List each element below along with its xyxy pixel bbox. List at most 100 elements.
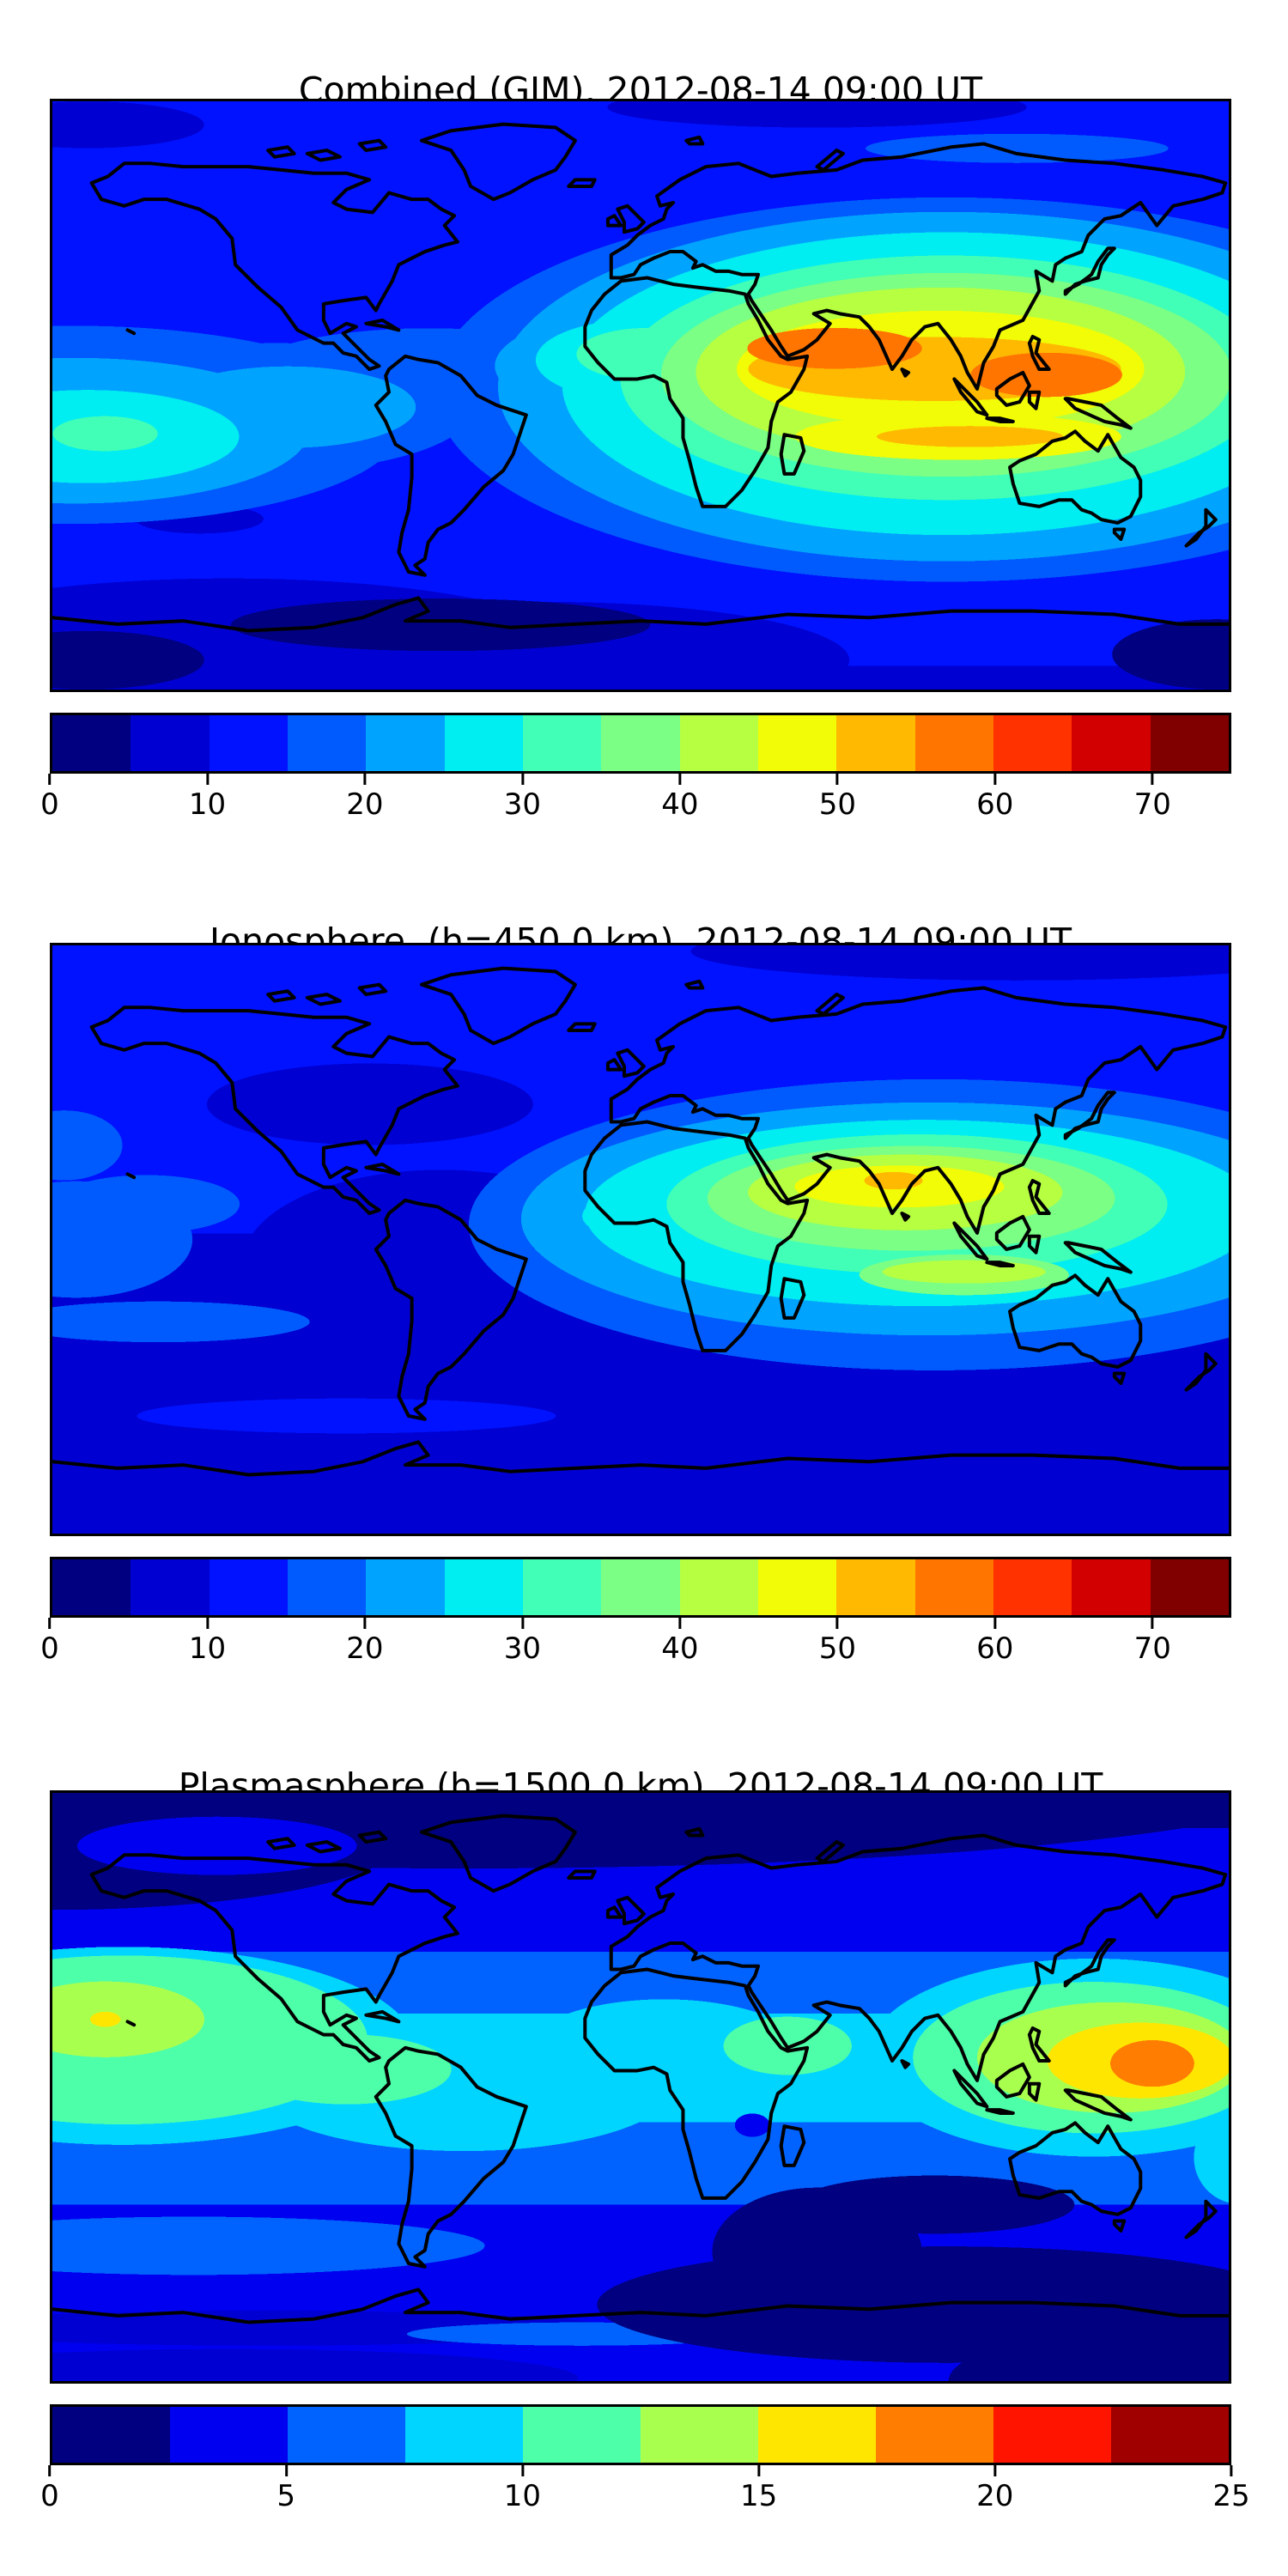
colorbar-tick: 20 <box>346 1618 384 1666</box>
colorbar-tick: 60 <box>976 774 1013 820</box>
tick-mark <box>757 2465 761 2476</box>
tick-mark <box>1151 774 1154 785</box>
colorbar-tick: 5 <box>276 2465 295 2512</box>
tick-mark <box>48 774 52 785</box>
colorbar-segment <box>444 1559 523 1615</box>
colorbar-tick: 15 <box>740 2465 777 2512</box>
coastlines-overlay <box>52 1793 1229 2381</box>
tick-mark <box>993 1618 997 1629</box>
tick-mark <box>520 774 524 785</box>
colorbar-segment <box>993 2407 1111 2463</box>
colorbar-segment <box>601 1559 680 1615</box>
colorbar-segment <box>836 1559 915 1615</box>
colorbar-segment <box>993 1559 1072 1615</box>
colorbar-tick: 10 <box>504 2465 541 2512</box>
tick-mark <box>993 2465 997 2476</box>
colorbar-segment <box>876 2407 993 2463</box>
tick-label: 30 <box>503 787 542 822</box>
map-ionosphere <box>50 943 1231 1536</box>
tick-label: 40 <box>661 1631 699 1666</box>
tick-label: 20 <box>976 2479 1014 2513</box>
tick-label: 10 <box>503 2479 542 2513</box>
tick-mark <box>993 774 997 785</box>
colorbar-tick: 0 <box>40 1618 59 1664</box>
colorbar-segment <box>444 715 523 771</box>
tick-label: 20 <box>346 1631 384 1666</box>
colorbar-segment <box>52 715 131 771</box>
colorbar-segment <box>52 1559 131 1615</box>
colorbar-segment <box>288 2407 405 2463</box>
colorbar-segment <box>287 715 367 771</box>
colorbar-segment <box>131 1559 210 1615</box>
colorbar-segment <box>287 1559 367 1615</box>
colorbar-tick: 40 <box>661 774 698 820</box>
colorbar-segment <box>679 715 758 771</box>
colorbar-ticks-combined: 0 10 20 30 40 50 60 70 <box>40 774 1231 834</box>
colorbar-segment <box>757 715 837 771</box>
colorbar-segment <box>1111 2407 1229 2463</box>
tick-mark <box>48 1618 52 1629</box>
colorbar-segment <box>209 715 288 771</box>
colorbar-tick: 20 <box>976 2465 1013 2512</box>
tick-label: 10 <box>188 1631 227 1666</box>
colorbar-segment <box>405 2407 523 2463</box>
colorbar-segment <box>1150 715 1229 771</box>
tec-contour-field-plasmasphere <box>52 1793 1229 2381</box>
tick-label: 50 <box>818 787 856 822</box>
colorbar-tick: 30 <box>504 1618 541 1664</box>
colorbar-ionosphere <box>50 1557 1231 1618</box>
coastlines-overlay <box>52 945 1229 1534</box>
tick-mark <box>284 2465 288 2476</box>
tick-mark <box>520 1618 524 1629</box>
colorbar-tick: 30 <box>504 774 541 820</box>
colorbar-segment <box>993 715 1072 771</box>
tick-mark <box>205 1618 209 1629</box>
tick-label: 40 <box>661 787 699 822</box>
tick-mark <box>835 1618 839 1629</box>
colorbar-segment <box>679 1559 758 1615</box>
coastlines-overlay <box>52 101 1229 690</box>
colorbar-segment <box>170 2407 288 2463</box>
colorbar-segment <box>641 2407 758 2463</box>
colorbar-tick: 70 <box>1134 774 1171 820</box>
tick-label: 15 <box>739 2479 778 2513</box>
tick-mark <box>48 2465 52 2476</box>
tick-mark <box>678 1618 682 1629</box>
tick-label: 70 <box>1133 1631 1171 1666</box>
tick-label: 5 <box>276 2479 296 2513</box>
colorbar-tick: 0 <box>40 774 59 820</box>
tick-label: 10 <box>188 787 227 822</box>
colorbar-combined <box>50 713 1231 774</box>
tick-mark <box>678 774 682 785</box>
colorbar-segment <box>914 715 993 771</box>
colorbar-segment <box>836 715 915 771</box>
colorbar-segment <box>366 1559 445 1615</box>
tick-label: 0 <box>40 787 59 822</box>
colorbar-tick: 10 <box>189 774 226 820</box>
tick-label: 0 <box>40 2479 59 2513</box>
colorbar-tick: 70 <box>1134 1618 1171 1664</box>
colorbar-tick: 20 <box>346 774 384 820</box>
colorbar-tick: 0 <box>40 2465 59 2512</box>
colorbar-segment <box>1072 715 1151 771</box>
tick-label: 25 <box>1212 2479 1250 2513</box>
tick-mark <box>205 774 209 785</box>
colorbar-segment <box>131 715 210 771</box>
tick-mark <box>1151 1618 1154 1629</box>
tick-label: 70 <box>1133 787 1171 822</box>
colorbar-segment <box>914 1559 993 1615</box>
tick-mark <box>520 2465 524 2476</box>
colorbar-plasmasphere <box>50 2404 1231 2465</box>
colorbar-tick: 50 <box>819 774 856 820</box>
map-plasmasphere <box>50 1790 1231 2384</box>
tick-label: 30 <box>503 1631 542 1666</box>
colorbar-segment <box>52 2407 170 2463</box>
colorbar-segment <box>366 715 445 771</box>
colorbar-segment <box>601 715 680 771</box>
tick-label: 60 <box>976 787 1014 822</box>
colorbar-tick: 60 <box>976 1618 1013 1664</box>
colorbar-segment <box>209 1559 288 1615</box>
tec-contour-field-combined <box>52 101 1229 690</box>
colorbar-segment <box>758 2407 876 2463</box>
